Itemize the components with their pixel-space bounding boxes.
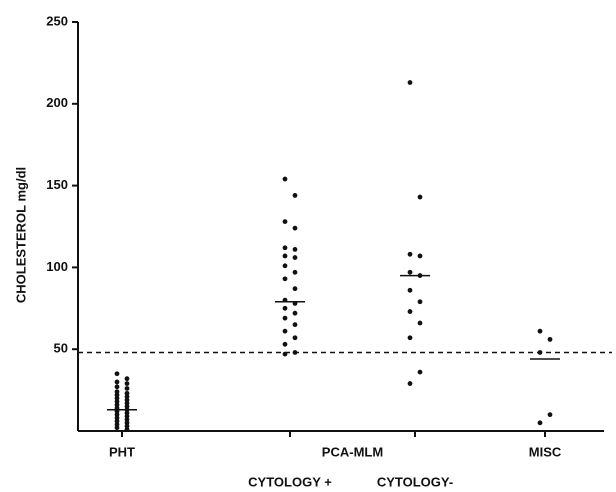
data-point <box>292 193 298 198</box>
data-point <box>114 379 120 385</box>
x-tick-label: MISC <box>529 444 562 459</box>
data-point <box>282 176 288 182</box>
data-point <box>292 335 298 341</box>
data-point <box>407 381 413 386</box>
data-point <box>537 350 543 355</box>
data-point <box>292 225 298 231</box>
data-point <box>114 384 120 390</box>
data-point <box>292 286 298 292</box>
data-point <box>537 420 543 426</box>
data-point <box>114 425 120 431</box>
x-sublabel: CYTOLOGY- <box>377 474 453 489</box>
x-tick-label: PCA-MLM <box>322 444 383 459</box>
data-point <box>282 315 288 321</box>
data-point <box>407 80 413 85</box>
data-point <box>292 247 298 252</box>
data-point <box>292 310 298 316</box>
x-tick-label: PHT <box>109 444 135 459</box>
data-point <box>124 386 130 391</box>
data-point <box>282 276 288 282</box>
data-point <box>292 255 298 260</box>
data-point <box>407 269 413 275</box>
data-point <box>124 426 130 432</box>
data-point <box>282 305 288 311</box>
data-point <box>282 328 288 334</box>
data-point <box>282 253 288 259</box>
data-point <box>417 299 423 305</box>
data-point <box>282 219 288 224</box>
data-point <box>282 245 288 251</box>
y-tick-label: 150 <box>46 177 68 192</box>
data-point <box>124 381 130 386</box>
data-point <box>417 369 423 375</box>
data-point <box>407 287 413 293</box>
data-point <box>547 412 553 418</box>
data-point <box>537 328 543 334</box>
x-sublabel: CYTOLOGY + <box>248 474 332 489</box>
y-tick-label: 50 <box>54 341 68 356</box>
data-point <box>292 269 298 275</box>
data-point <box>407 251 413 257</box>
data-point <box>407 309 413 314</box>
data-point <box>282 351 288 357</box>
data-point <box>282 263 288 269</box>
data-point <box>417 194 423 200</box>
data-point <box>124 376 130 382</box>
data-point <box>547 336 553 342</box>
data-point <box>282 341 288 347</box>
data-point <box>292 322 298 328</box>
data-point <box>292 350 298 355</box>
data-point <box>407 335 413 341</box>
data-point <box>114 371 120 377</box>
y-tick-label: 200 <box>46 95 68 110</box>
y-axis-label: CHOLESTEROL mg/dl <box>13 167 28 303</box>
y-tick-label: 100 <box>46 259 68 274</box>
data-point <box>417 253 423 259</box>
data-point <box>417 320 423 326</box>
y-tick-label: 250 <box>46 13 68 28</box>
